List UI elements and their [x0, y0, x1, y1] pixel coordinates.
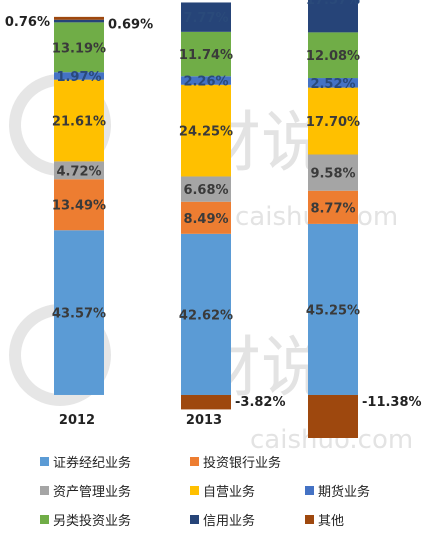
data-label: 9.58% [310, 167, 355, 182]
data-label: 11.74% [179, 48, 233, 63]
category-label: 2012 [59, 413, 95, 428]
data-label: 6.68% [183, 183, 228, 198]
bar-segment [181, 233, 231, 395]
bar-segment [308, 32, 358, 79]
data-label: 0.76% [5, 15, 50, 30]
legend-label: 信用业务 [203, 514, 256, 529]
data-label: 8.49% [183, 212, 228, 227]
bar-segment [54, 72, 104, 80]
data-label: 17.70% [306, 115, 360, 130]
bar-segment [181, 2, 231, 32]
data-label: 0.69% [108, 18, 153, 33]
bar-segment [181, 176, 231, 202]
bar-segment [308, 154, 358, 191]
bar-segment [181, 394, 231, 410]
bar-segment [308, 87, 358, 155]
data-label: 1.97% [56, 70, 101, 85]
bar-segment [181, 76, 231, 85]
legend-label: 其他 [318, 514, 345, 529]
bar-segment [54, 161, 104, 180]
bar-segment [54, 19, 104, 23]
data-label: 7.77% [183, 11, 228, 26]
legend-item: 另类投资业务 [40, 510, 190, 529]
legend-label: 证券经纪业务 [53, 456, 132, 471]
watermark: 财说 caishuo.com 财说 caishuo.com [9, 74, 413, 450]
data-label: -11.38% [362, 395, 422, 410]
bar-segment [54, 230, 104, 395]
legend-label: 投资银行业务 [203, 456, 282, 471]
data-label: 12.08% [306, 49, 360, 64]
legend-item: 投资银行业务 [190, 452, 340, 471]
bar-segment [308, 223, 358, 395]
data-label: 43.57% [52, 307, 106, 322]
legend-label: 期货业务 [318, 485, 371, 500]
legend: 证券经纪业务 投资银行业务资产管理业务 自营业务 期货业务另类投资业务 信用业务 其他 [40, 452, 420, 529]
bar-segment [54, 179, 104, 231]
data-label: 42.62% [179, 308, 233, 323]
legend-swatch [40, 515, 49, 524]
data-label: 2.26% [183, 75, 228, 90]
bar-segment [308, 78, 358, 88]
legend-label: 自营业务 [203, 485, 256, 500]
legend-swatch [190, 486, 199, 495]
data-label: 13.49% [52, 199, 106, 214]
data-label: 4.72% [56, 164, 101, 179]
legend-swatch [190, 515, 199, 524]
legend-item: 自营业务 [190, 481, 305, 500]
bar-segment [54, 16, 104, 20]
data-label: 24.25% [179, 125, 233, 140]
data-label: 8.77% [310, 201, 355, 216]
legend-label: 资产管理业务 [53, 485, 132, 500]
legend-swatch [305, 515, 314, 524]
bar-segment [308, 394, 358, 438]
bars [54, 0, 358, 438]
bar-segment [181, 31, 231, 77]
bar-segment [54, 79, 104, 162]
bar-segment [308, 0, 358, 33]
data-label: 13.19% [52, 41, 106, 56]
data-label: -3.82% [235, 395, 286, 410]
bar-segment [181, 201, 231, 234]
data-label: 17.57% [306, 0, 360, 8]
legend-item: 资产管理业务 [40, 481, 190, 500]
value-labels: 43.57% 13.49% 4.72% 21.61% 1.97% 13.19%0.69% 0… [5, 0, 422, 410]
legend-item: 信用业务 [190, 510, 305, 529]
legend-label: 另类投资业务 [53, 514, 132, 529]
bar-segment [54, 22, 104, 73]
data-label: 2.52% [310, 77, 355, 92]
legend-swatch [190, 457, 199, 466]
data-label: 45.25% [306, 303, 360, 318]
bar-segment [181, 84, 231, 177]
data-label: 21.61% [52, 115, 106, 130]
legend-swatch [40, 457, 49, 466]
legend-item: 期货业务 [305, 481, 420, 500]
category-labels: 2012 2013 [59, 413, 222, 428]
stacked-bar-chart: 财说 caishuo.com 财说 caishuo.com 43.57% 13.4… [5, 0, 422, 450]
category-label: 2013 [186, 413, 222, 428]
legend-swatch [305, 486, 314, 495]
bar-segment [308, 190, 358, 224]
legend-swatch [40, 486, 49, 495]
legend-item: 证券经纪业务 [40, 452, 190, 471]
legend-item: 其他 [305, 510, 420, 529]
